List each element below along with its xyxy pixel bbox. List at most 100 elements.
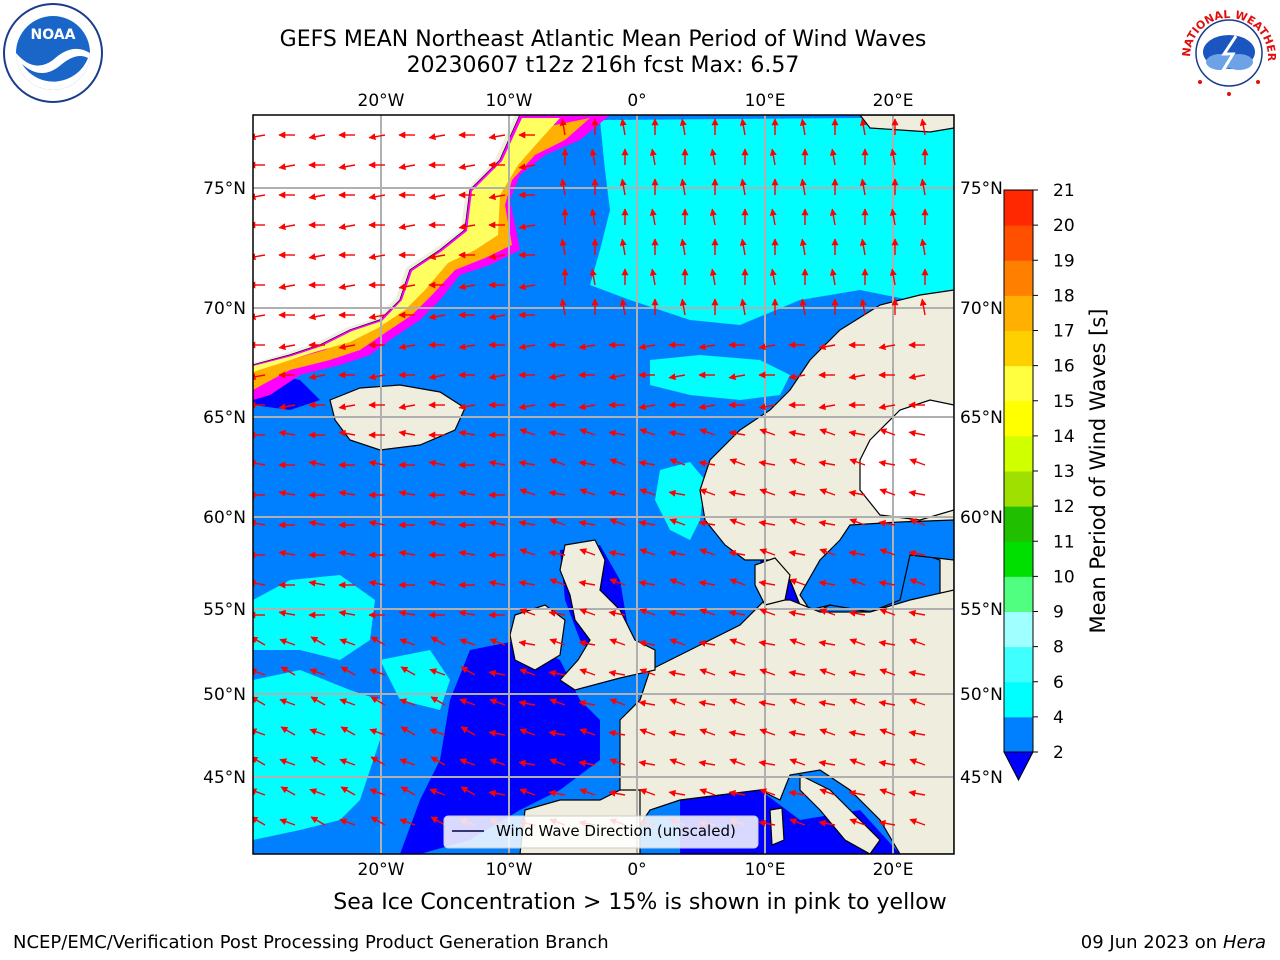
wind-wave-arrow: [698, 819, 716, 827]
wind-wave-arrow: [699, 548, 716, 556]
land-ireland: [509, 604, 566, 671]
wind-wave-arrow: [519, 608, 536, 616]
wind-wave-arrow: [559, 238, 567, 256]
wind-wave-arrow: [879, 728, 896, 736]
wind-wave-arrow: [370, 816, 386, 826]
lon-tick-label: 10°W: [486, 860, 533, 880]
wind-wave-arrow: [759, 728, 776, 736]
wind-wave-arrow: [578, 459, 596, 467]
colorbar-tick-label: 15: [1053, 392, 1075, 412]
wind-wave-arrow: [549, 578, 566, 586]
wind-wave-arrow: [400, 666, 416, 676]
colorbar-segment: [1004, 716, 1033, 753]
wind-wave-arrow: [759, 788, 776, 796]
land-italy: [799, 774, 881, 854]
wind-wave-arrow: [879, 428, 896, 436]
wind-wave-arrow: [310, 636, 326, 646]
wind-wave-arrow: [758, 343, 776, 351]
wind-wave-arrow: [649, 268, 657, 286]
colorbar-segment: [1004, 400, 1033, 437]
colorbar-tick-label: 19: [1053, 251, 1075, 271]
wind-wave-arrow: [698, 699, 716, 707]
wind-wave-arrow: [278, 609, 296, 617]
wind-wave-arrow: [589, 148, 597, 166]
colorbar-segment: [1004, 681, 1033, 718]
land-iberia: [519, 789, 641, 854]
wind-wave-arrow: [609, 518, 626, 526]
credit-host: Hera: [1222, 932, 1266, 953]
wind-wave-arrow: [908, 429, 926, 437]
ocean-lt2s-denmark-strait: [253, 370, 320, 410]
wind-wave-arrow: [759, 428, 776, 436]
ice-caption: Sea Ice Concentration > 15% is shown in …: [333, 890, 947, 915]
wind-wave-arrow: [458, 549, 476, 557]
wind-wave-arrow: [489, 638, 506, 646]
wind-wave-arrow: [879, 548, 896, 556]
wind-wave-arrow: [609, 458, 626, 466]
wind-wave-arrow: [758, 403, 776, 411]
wind-wave-arrow: [459, 818, 476, 826]
wind-wave-arrow: [639, 668, 656, 676]
wind-wave-arrow: [278, 489, 296, 497]
wind-wave-arrow: [488, 133, 506, 141]
wind-wave-arrow: [278, 223, 296, 231]
wind-wave-arrow: [488, 253, 506, 261]
wind-wave-arrow: [253, 373, 266, 381]
wind-wave-arrow: [489, 758, 506, 766]
lon-tick-label: 20°W: [358, 91, 405, 111]
wind-wave-arrow: [308, 519, 326, 527]
wind-wave-arrow: [368, 193, 386, 201]
wind-wave-arrow: [848, 729, 866, 737]
wind-wave-arrow: [909, 758, 926, 766]
wind-wave-arrow: [519, 428, 536, 436]
wind-wave-arrow: [619, 118, 627, 136]
wind-wave-arrow: [788, 489, 806, 497]
wind-wave-arrow: [518, 639, 536, 647]
wind-wave-arrow: [919, 298, 927, 316]
wind-wave-arrow: [253, 193, 266, 201]
wind-wave-arrow: [669, 758, 686, 766]
wind-wave-arrow: [729, 578, 746, 586]
wind-wave-arrow: [789, 578, 806, 586]
colorbar-tick-label: 13: [1053, 462, 1075, 482]
colorbar-segment: [1004, 646, 1033, 683]
wind-wave-arrow: [578, 579, 596, 587]
wind-wave-arrow: [338, 609, 356, 617]
noaa-logo-text: NOAA: [31, 27, 76, 43]
wind-wave-arrow: [829, 268, 837, 286]
wind-wave-arrow: [759, 548, 776, 556]
wind-wave-arrow: [398, 403, 416, 411]
colorbar-tick-label: 21: [1053, 181, 1075, 201]
wind-wave-arrow: [578, 639, 596, 647]
wind-wave-arrow: [253, 253, 266, 261]
wind-wave-arrow: [698, 759, 716, 767]
credit-left: NCEP/EMC/Verification Post Processing Pr…: [13, 932, 609, 953]
wind-wave-arrow: [339, 818, 356, 826]
wind-wave-arrow: [878, 459, 896, 467]
wind-wave-arrow: [848, 549, 866, 557]
wind-wave-arrow: [488, 669, 506, 677]
wind-wave-arrow: [818, 459, 836, 467]
wind-wave-arrow: [818, 639, 836, 647]
wind-wave-arrow: [669, 518, 686, 526]
wind-wave-arrow: [253, 696, 266, 706]
wind-wave-arrow: [518, 759, 536, 767]
wind-wave-arrow: [819, 608, 836, 616]
wind-wave-arrow: [488, 729, 506, 737]
wind-wave-arrow: [788, 789, 806, 797]
wind-wave-arrow: [878, 519, 896, 527]
wind-wave-arrow: [278, 283, 296, 291]
wind-wave-arrow: [668, 429, 686, 437]
colorbar-label: Mean Period of Wind Waves [s]: [1086, 309, 1110, 634]
wind-wave-arrow: [308, 193, 326, 201]
wind-wave-arrow: [878, 403, 896, 411]
wind-wave-arrow: [279, 638, 296, 646]
wind-wave-arrow: [769, 208, 777, 226]
wind-wave-arrow: [608, 729, 626, 737]
ocean-4-6s-sw2: [253, 670, 380, 840]
wind-wave-arrow: [310, 816, 326, 826]
wind-wave-arrow: [638, 579, 656, 587]
wind-wave-arrow: [788, 729, 806, 737]
wind-wave-arrow: [279, 818, 296, 826]
